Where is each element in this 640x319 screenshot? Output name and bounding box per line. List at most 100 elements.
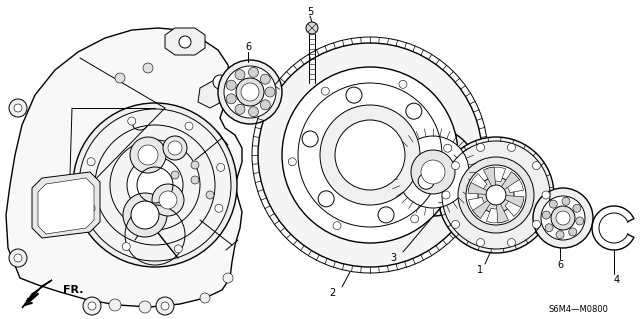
Circle shape xyxy=(444,144,452,152)
Circle shape xyxy=(79,109,231,261)
Circle shape xyxy=(320,105,420,205)
Circle shape xyxy=(346,87,362,103)
Circle shape xyxy=(397,136,469,208)
Circle shape xyxy=(161,302,169,310)
Circle shape xyxy=(191,176,199,184)
Polygon shape xyxy=(198,72,232,108)
Circle shape xyxy=(87,158,95,166)
Circle shape xyxy=(306,22,318,34)
Polygon shape xyxy=(165,28,205,55)
Circle shape xyxy=(159,191,177,209)
Circle shape xyxy=(452,220,460,228)
Circle shape xyxy=(438,137,554,253)
Circle shape xyxy=(418,173,434,189)
Text: 4: 4 xyxy=(614,275,620,285)
Circle shape xyxy=(191,161,199,169)
Circle shape xyxy=(421,160,445,184)
Circle shape xyxy=(168,141,182,155)
Circle shape xyxy=(88,302,96,310)
Polygon shape xyxy=(468,197,487,217)
Circle shape xyxy=(478,177,514,213)
Circle shape xyxy=(213,75,227,89)
Circle shape xyxy=(318,191,334,207)
Circle shape xyxy=(486,185,506,205)
Circle shape xyxy=(406,103,422,119)
Polygon shape xyxy=(486,208,506,223)
Circle shape xyxy=(576,217,584,225)
Circle shape xyxy=(542,191,550,199)
Circle shape xyxy=(556,231,564,239)
Polygon shape xyxy=(484,167,495,186)
Polygon shape xyxy=(505,196,524,207)
Circle shape xyxy=(442,191,450,199)
Circle shape xyxy=(109,299,121,311)
Circle shape xyxy=(14,254,22,262)
Polygon shape xyxy=(6,28,242,307)
Polygon shape xyxy=(497,204,508,223)
Circle shape xyxy=(260,100,270,110)
Circle shape xyxy=(335,120,405,190)
Circle shape xyxy=(260,74,270,84)
Circle shape xyxy=(87,204,95,212)
Circle shape xyxy=(321,87,329,95)
Text: 6: 6 xyxy=(245,42,251,52)
Circle shape xyxy=(302,131,318,147)
Circle shape xyxy=(139,301,151,313)
Circle shape xyxy=(218,60,282,124)
Circle shape xyxy=(143,63,153,73)
Circle shape xyxy=(265,87,275,97)
Circle shape xyxy=(477,144,484,152)
Polygon shape xyxy=(22,280,52,308)
Circle shape xyxy=(185,122,193,130)
Circle shape xyxy=(545,224,553,232)
Circle shape xyxy=(508,239,515,247)
Circle shape xyxy=(171,171,179,179)
Circle shape xyxy=(458,157,534,233)
Circle shape xyxy=(282,67,458,243)
Circle shape xyxy=(573,204,581,212)
Polygon shape xyxy=(32,172,100,238)
Text: FR.: FR. xyxy=(63,285,83,295)
Circle shape xyxy=(411,150,455,194)
Circle shape xyxy=(477,239,484,247)
Circle shape xyxy=(179,36,191,48)
Circle shape xyxy=(288,158,296,166)
Polygon shape xyxy=(468,182,487,194)
Circle shape xyxy=(156,297,174,315)
Polygon shape xyxy=(486,167,506,182)
Circle shape xyxy=(532,220,540,228)
Polygon shape xyxy=(468,174,487,193)
Circle shape xyxy=(217,163,225,171)
Circle shape xyxy=(235,70,245,80)
Circle shape xyxy=(541,196,585,240)
Circle shape xyxy=(411,215,419,223)
Circle shape xyxy=(127,157,183,213)
Circle shape xyxy=(258,43,482,267)
Circle shape xyxy=(83,297,101,315)
Circle shape xyxy=(226,94,236,104)
Circle shape xyxy=(533,188,593,248)
Circle shape xyxy=(128,117,136,125)
Circle shape xyxy=(206,191,214,199)
Circle shape xyxy=(551,206,575,230)
Circle shape xyxy=(123,193,167,237)
Circle shape xyxy=(174,245,182,253)
Circle shape xyxy=(152,184,184,216)
Circle shape xyxy=(389,128,477,216)
Circle shape xyxy=(14,104,22,112)
Circle shape xyxy=(241,83,259,101)
Circle shape xyxy=(333,222,341,230)
Circle shape xyxy=(131,201,159,229)
Circle shape xyxy=(236,78,264,106)
Circle shape xyxy=(562,197,570,205)
Circle shape xyxy=(248,67,259,77)
Circle shape xyxy=(466,165,526,225)
Circle shape xyxy=(235,104,245,114)
Circle shape xyxy=(569,228,577,236)
Polygon shape xyxy=(505,174,524,193)
Circle shape xyxy=(224,66,276,118)
Polygon shape xyxy=(505,197,524,217)
Circle shape xyxy=(248,107,259,117)
Circle shape xyxy=(556,211,570,225)
Circle shape xyxy=(542,211,550,219)
